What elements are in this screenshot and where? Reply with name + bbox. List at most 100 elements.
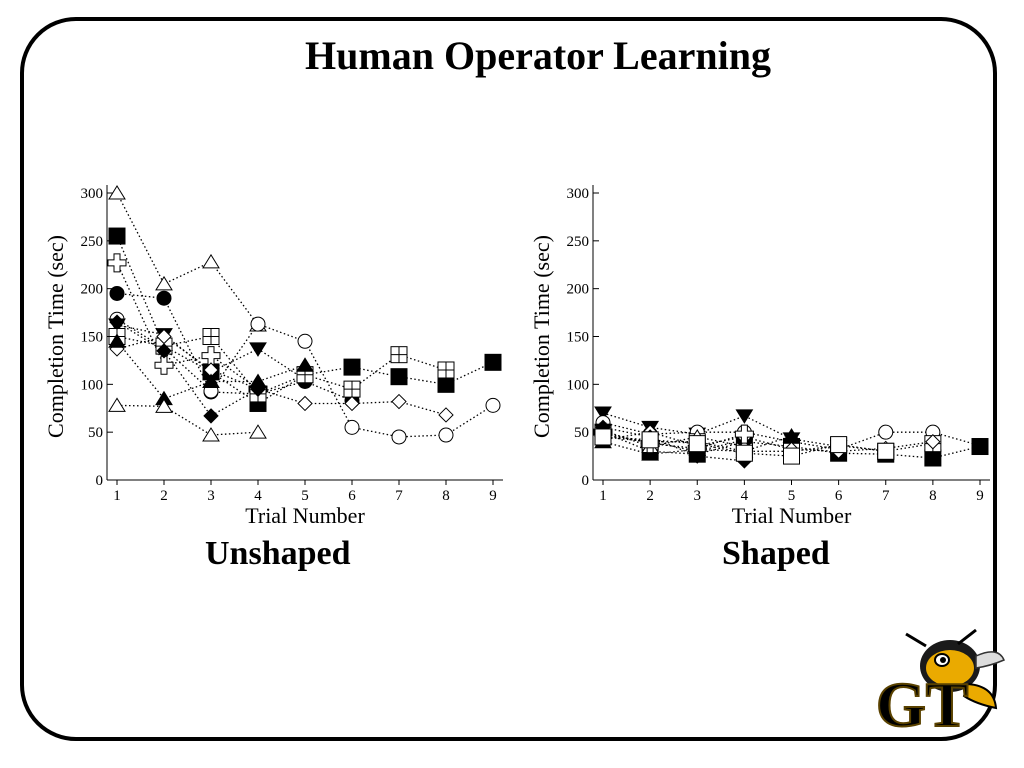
x-tick-label: 7 <box>395 488 403 504</box>
data-point-open-diamond <box>391 393 407 410</box>
series-line-9 <box>602 426 745 462</box>
data-point-open-cross <box>201 346 221 366</box>
series-markers-4 <box>595 429 752 459</box>
gt-logo-icon: GT <box>875 628 1005 741</box>
data-point-open-diamond <box>297 395 313 412</box>
y-tick-label: 300 <box>81 186 104 202</box>
x-tick-label: 8 <box>929 488 937 504</box>
x-axis-label: Trial Number <box>245 503 365 528</box>
series-markers-10 <box>108 397 267 442</box>
data-point-open-triangle-up <box>155 398 173 413</box>
shaped-caption: Shaped <box>722 535 830 572</box>
data-point-open-square <box>783 447 800 465</box>
data-point-filled-triangle-up <box>782 428 801 443</box>
data-point-open-circle <box>485 397 501 413</box>
x-tick-label: 1 <box>599 488 607 504</box>
data-point-open-circle <box>878 424 894 440</box>
data-point-open-square <box>688 435 706 453</box>
x-tick-label: 4 <box>254 488 262 504</box>
x-tick-label: 6 <box>348 488 356 504</box>
y-axis-label: Completion Time (sec) <box>43 235 68 438</box>
series-markers-0 <box>594 406 848 455</box>
slide-frame <box>20 17 997 741</box>
series-line-3 <box>116 292 353 402</box>
data-point-open-cross <box>154 355 174 375</box>
series-line-0 <box>602 412 839 448</box>
data-point-filled-square <box>484 353 502 371</box>
x-tick-label: 1 <box>113 488 121 504</box>
x-tick-label: 4 <box>741 488 749 504</box>
data-point-open-square <box>830 436 848 454</box>
series-markers-9 <box>108 333 314 406</box>
data-point-open-circle <box>438 427 454 443</box>
series-markers-9 <box>595 419 753 469</box>
y-tick-label: 150 <box>81 330 104 346</box>
y-tick-label: 200 <box>81 282 104 298</box>
x-tick-label: 2 <box>646 488 654 504</box>
data-point-open-square <box>641 431 659 449</box>
y-tick-label: 100 <box>81 377 104 393</box>
data-point-filled-diamond <box>109 314 125 330</box>
gt-logo-text: GT <box>876 669 968 740</box>
data-point-filled-triangle-down <box>249 342 267 357</box>
data-point-open-triangle-up <box>108 397 126 412</box>
x-tick-label: 5 <box>301 488 309 504</box>
data-point-filled-triangle-up <box>202 373 220 388</box>
series-markers-10 <box>594 428 895 465</box>
x-tick-label: 5 <box>788 488 796 504</box>
data-point-open-triangle-up <box>249 424 267 439</box>
data-point-open-circle <box>250 316 266 332</box>
series-line-2 <box>602 431 981 459</box>
series-line-1 <box>602 421 981 451</box>
data-point-filled-triangle-up <box>296 357 314 372</box>
x-tick-label: 9 <box>976 488 984 504</box>
unshaped-caption: Unshaped <box>205 535 351 572</box>
series-line-4 <box>116 318 494 438</box>
y-tick-label: 50 <box>88 425 103 441</box>
y-tick-label: 50 <box>574 425 589 441</box>
series-line-2 <box>116 262 259 390</box>
series-line-0 <box>116 192 259 326</box>
data-point-filled-triangle-down <box>735 409 754 424</box>
x-tick-label: 8 <box>442 488 450 504</box>
data-point-filled-triangle-up <box>249 373 267 388</box>
data-point-filled-circle <box>156 290 172 306</box>
y-tick-label: 0 <box>96 473 104 489</box>
y-tick-label: 300 <box>567 186 590 202</box>
x-tick-label: 3 <box>207 488 215 504</box>
data-point-open-diamond <box>438 407 454 423</box>
data-point-open-square-cross <box>202 328 220 345</box>
data-point-filled-triangle-up <box>641 446 660 461</box>
series-line-7 <box>116 335 447 416</box>
data-point-open-cross <box>107 253 127 273</box>
y-tick-label: 150 <box>567 330 590 346</box>
y-tick-label: 100 <box>567 377 590 393</box>
x-tick-label: 9 <box>489 488 497 504</box>
x-tick-label: 2 <box>160 488 168 504</box>
data-point-filled-square <box>343 358 361 376</box>
data-point-open-triangle-up <box>202 253 220 269</box>
data-point-open-diamond <box>925 434 941 450</box>
data-point-filled-diamond <box>689 448 705 464</box>
data-point-filled-square <box>971 438 989 456</box>
data-point-open-circle <box>344 419 360 435</box>
data-point-open-square <box>735 444 753 462</box>
data-point-filled-diamond <box>203 408 219 424</box>
data-point-open-square <box>877 442 895 460</box>
data-point-filled-square <box>390 368 408 386</box>
data-point-filled-triangle-up <box>108 333 126 348</box>
data-point-open-diamond <box>344 395 360 412</box>
data-point-filled-square <box>924 449 942 467</box>
data-point-open-triangle-up <box>202 427 220 442</box>
x-tick-label: 6 <box>835 488 843 504</box>
data-point-open-square-cross <box>437 361 455 379</box>
data-point-open-cross <box>734 424 754 444</box>
data-point-filled-triangle-down <box>594 406 612 421</box>
data-point-filled-square <box>108 227 126 245</box>
y-tick-label: 250 <box>567 234 590 250</box>
y-tick-label: 250 <box>81 234 104 250</box>
data-point-filled-diamond <box>156 343 172 359</box>
data-point-open-circle <box>297 333 313 349</box>
